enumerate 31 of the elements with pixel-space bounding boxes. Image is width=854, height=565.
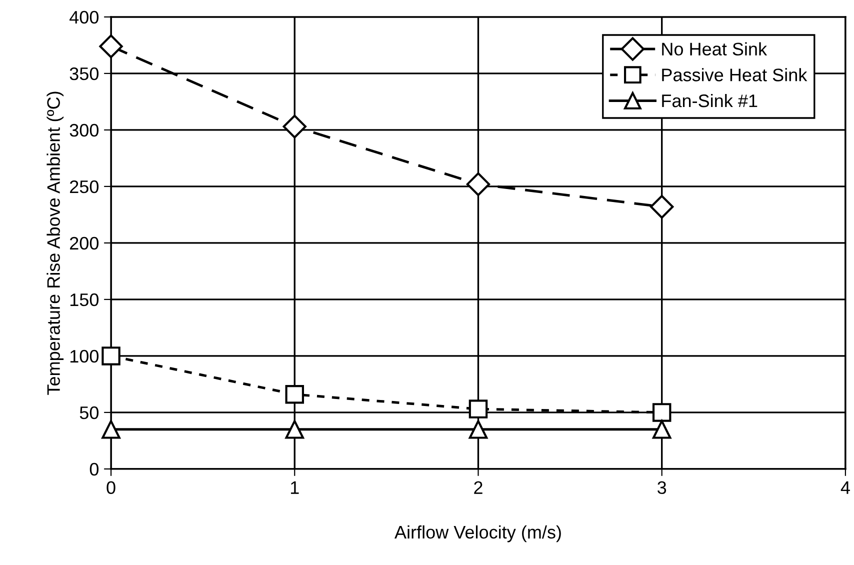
y-tick-label: 400 [70,10,99,24]
legend-label: No Heat Sink [662,42,768,56]
x-tick-label: 1 [290,481,299,494]
point [102,420,120,439]
x-tick-label: 0 [106,481,116,494]
point [282,114,306,138]
y-tick-label: 250 [70,180,99,194]
y-tick-label: 0 [90,462,99,476]
y-axis-title: Temperature Rise Above Ambient (ºC) [46,92,64,395]
point [652,420,672,439]
point [468,400,488,418]
y-tick-label: 300 [70,124,99,137]
x-tick-label: 3 [658,481,666,494]
point [102,346,120,366]
legend-label: Passive Heat Sink [662,68,808,82]
x-axis-title: Airflow Velocity (m/s) [394,525,561,542]
point [468,420,488,439]
point [285,420,304,439]
point [285,384,304,404]
y-tick-label: 150 [70,293,99,306]
point [99,34,123,58]
x-tick-label: 4 [840,481,850,494]
x-tick-label: 2 [474,481,482,494]
point [650,194,674,219]
y-tick-label: 350 [70,67,99,80]
point [652,403,672,422]
point [466,172,490,196]
y-tick-label: 50 [80,406,99,420]
legend-label: Fan-Sink #1 [662,94,758,108]
y-tick-label: 200 [70,236,99,250]
y-tick-label: 100 [70,350,99,363]
